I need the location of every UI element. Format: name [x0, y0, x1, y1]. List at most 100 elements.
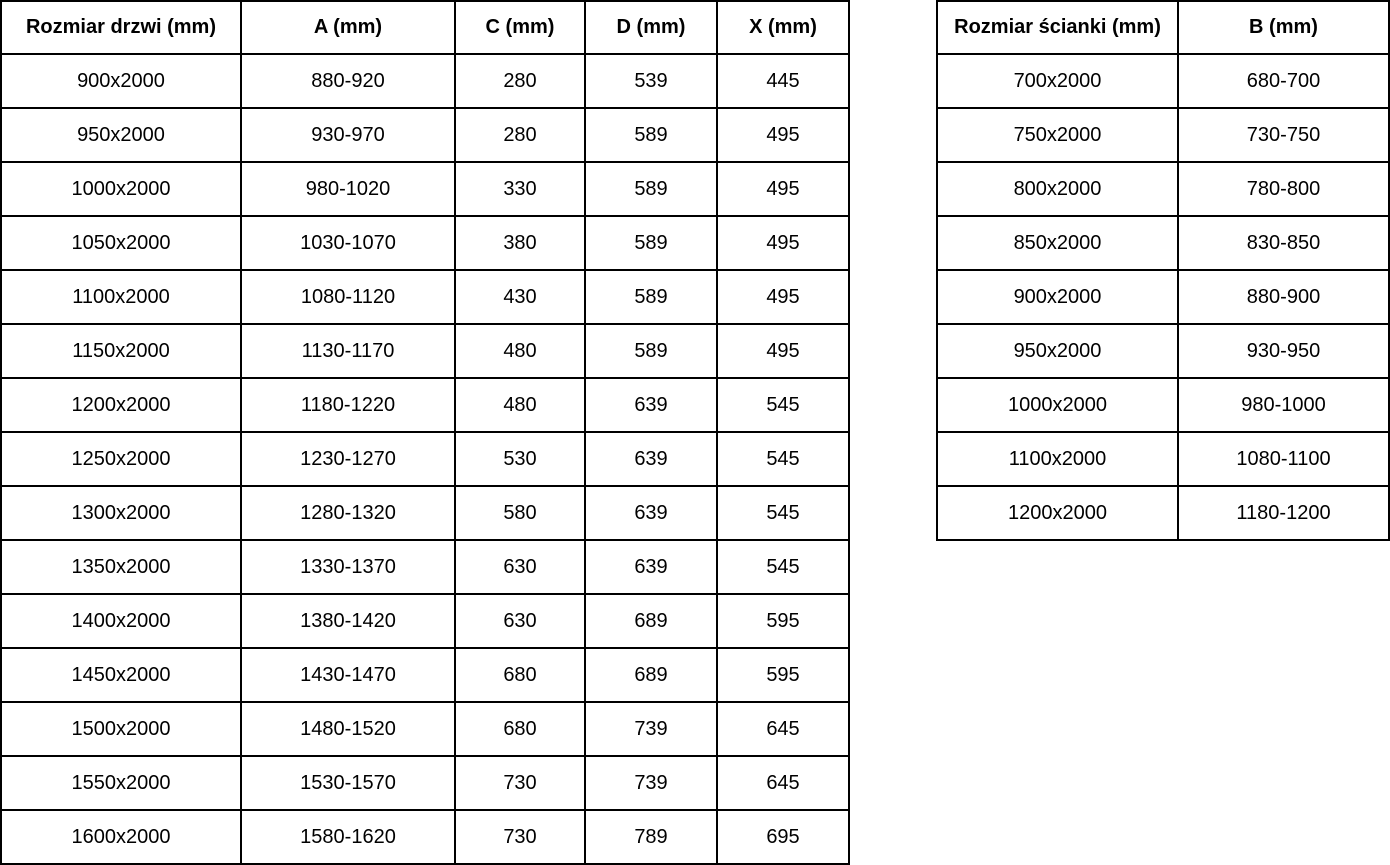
table-cell: 680: [454, 647, 586, 703]
table-cell: 689: [584, 593, 718, 649]
table-cell: 700x2000: [936, 53, 1179, 109]
table-cell: 380: [454, 215, 586, 271]
table-cell: 545: [716, 485, 850, 541]
table-cell: 1330-1370: [240, 539, 456, 595]
table-cell: 595: [716, 647, 850, 703]
table-row: 1550x2000 1530-1570 730 739 645: [0, 755, 850, 811]
table-cell: 950x2000: [0, 107, 242, 163]
table-cell: 750x2000: [936, 107, 1179, 163]
table-cell: 1200x2000: [0, 377, 242, 433]
table-row: 900x2000 880-920 280 539 445: [0, 53, 850, 109]
table-cell: 900x2000: [936, 269, 1179, 325]
wall-table-body: 700x2000 680-700 750x2000 730-750 800x2000 78…: [936, 53, 1390, 541]
table-cell: 545: [716, 431, 850, 487]
table-row: 950x2000 930-950: [936, 323, 1390, 379]
door-table-header-size: Rozmiar drzwi (mm): [0, 0, 242, 55]
door-table-header-a: A (mm): [240, 0, 456, 55]
table-cell: 539: [584, 53, 718, 109]
table-cell: 495: [716, 161, 850, 217]
table-cell: 1400x2000: [0, 593, 242, 649]
table-row: 1000x2000 980-1000: [936, 377, 1390, 433]
table-cell: 1350x2000: [0, 539, 242, 595]
table-cell: 1430-1470: [240, 647, 456, 703]
table-cell: 800x2000: [936, 161, 1179, 217]
table-cell: 739: [584, 755, 718, 811]
table-cell: 1300x2000: [0, 485, 242, 541]
table-cell: 639: [584, 431, 718, 487]
table-cell: 545: [716, 377, 850, 433]
table-cell: 730-750: [1177, 107, 1390, 163]
table-row: 1150x2000 1130-1170 480 589 495: [0, 323, 850, 379]
table-row: 700x2000 680-700: [936, 53, 1390, 109]
table-cell: 1130-1170: [240, 323, 456, 379]
table-cell: 495: [716, 323, 850, 379]
table-row: 850x2000 830-850: [936, 215, 1390, 271]
door-table-header: Rozmiar drzwi (mm) A (mm) C (mm) D (mm) …: [0, 0, 850, 55]
wall-table-header-size: Rozmiar ścianki (mm): [936, 0, 1179, 55]
table-row: 900x2000 880-900: [936, 269, 1390, 325]
table-row: 1350x2000 1330-1370 630 639 545: [0, 539, 850, 595]
table-cell: 430: [454, 269, 586, 325]
table-cell: 1180-1220: [240, 377, 456, 433]
table-cell: 1100x2000: [936, 431, 1179, 487]
table-cell: 280: [454, 53, 586, 109]
wall-table-header-b: B (mm): [1177, 0, 1390, 55]
table-cell: 789: [584, 809, 718, 865]
table-cell: 880-900: [1177, 269, 1390, 325]
table-row: 1200x2000 1180-1200: [936, 485, 1390, 541]
table-cell: 445: [716, 53, 850, 109]
table-cell: 545: [716, 539, 850, 595]
table-cell: 589: [584, 161, 718, 217]
table-row: 1100x2000 1080-1100: [936, 431, 1390, 487]
table-cell: 639: [584, 377, 718, 433]
table-cell: 589: [584, 215, 718, 271]
table-cell: 1280-1320: [240, 485, 456, 541]
table-cell: 680: [454, 701, 586, 757]
table-cell: 639: [584, 539, 718, 595]
table-cell: 580: [454, 485, 586, 541]
table-cell: 1000x2000: [936, 377, 1179, 433]
table-cell: 639: [584, 485, 718, 541]
table-cell: 630: [454, 539, 586, 595]
table-cell: 830-850: [1177, 215, 1390, 271]
table-cell: 930-950: [1177, 323, 1390, 379]
table-cell: 1050x2000: [0, 215, 242, 271]
table-row: 800x2000 780-800: [936, 161, 1390, 217]
table-cell: 495: [716, 107, 850, 163]
table-cell: 1200x2000: [936, 485, 1179, 541]
table-cell: 330: [454, 161, 586, 217]
table-cell: 589: [584, 323, 718, 379]
table-row: 1450x2000 1430-1470 680 689 595: [0, 647, 850, 703]
table-cell: 1580-1620: [240, 809, 456, 865]
table-row: 950x2000 930-970 280 589 495: [0, 107, 850, 163]
table-cell: 1480-1520: [240, 701, 456, 757]
table-cell: 1080-1120: [240, 269, 456, 325]
table-cell: 980-1000: [1177, 377, 1390, 433]
table-cell: 1500x2000: [0, 701, 242, 757]
table-cell: 730: [454, 809, 586, 865]
table-cell: 595: [716, 593, 850, 649]
table-row: 1300x2000 1280-1320 580 639 545: [0, 485, 850, 541]
wall-size-table: Rozmiar ścianki (mm) B (mm) 700x2000 680-…: [936, 0, 1390, 541]
table-cell: 645: [716, 701, 850, 757]
table-cell: 1230-1270: [240, 431, 456, 487]
table-cell: 780-800: [1177, 161, 1390, 217]
table-cell: 530: [454, 431, 586, 487]
table-cell: 280: [454, 107, 586, 163]
table-cell: 589: [584, 269, 718, 325]
door-size-table: Rozmiar drzwi (mm) A (mm) C (mm) D (mm) …: [0, 0, 850, 865]
table-cell: 645: [716, 755, 850, 811]
table-row: 1500x2000 1480-1520 680 739 645: [0, 701, 850, 757]
table-cell: 480: [454, 323, 586, 379]
table-cell: 689: [584, 647, 718, 703]
table-cell: 1550x2000: [0, 755, 242, 811]
table-cell: 730: [454, 755, 586, 811]
table-cell: 495: [716, 269, 850, 325]
table-cell: 1150x2000: [0, 323, 242, 379]
table-row: 1100x2000 1080-1120 430 589 495: [0, 269, 850, 325]
table-row: 1200x2000 1180-1220 480 639 545: [0, 377, 850, 433]
table-cell: 1600x2000: [0, 809, 242, 865]
table-cell: 1450x2000: [0, 647, 242, 703]
table-row: 1050x2000 1030-1070 380 589 495: [0, 215, 850, 271]
table-cell: 1100x2000: [0, 269, 242, 325]
